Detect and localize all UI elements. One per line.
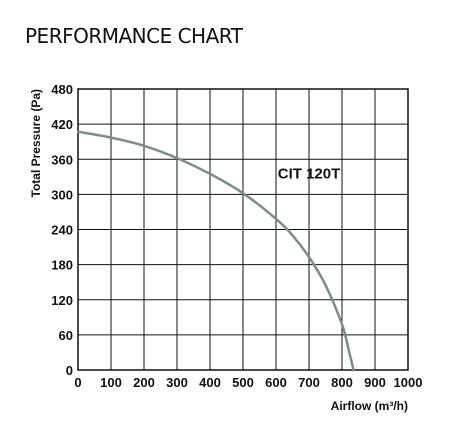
x-tick-label: 100	[100, 375, 122, 390]
x-tick-label: 600	[265, 375, 287, 390]
y-tick-label: 480	[51, 82, 73, 97]
y-axis-label: Total Pressure (Pa)	[29, 89, 43, 197]
curve-label: CIT 120T	[278, 166, 341, 183]
x-tick-label: 700	[298, 375, 320, 390]
x-tick-label: 0	[74, 375, 81, 390]
plot-frame	[77, 88, 409, 371]
y-tick-label: 180	[51, 258, 73, 273]
y-tick-labels: 0 60 120 180 240 300 360 420 480	[51, 82, 73, 378]
chart-grid	[78, 89, 408, 370]
x-tick-label: 200	[133, 375, 155, 390]
x-tick-label: 300	[166, 375, 188, 390]
y-tick-label: 240	[51, 223, 73, 238]
y-tick-label: 0	[66, 363, 73, 378]
annotations-group: CIT 120T	[278, 166, 341, 183]
series-line	[76, 130, 355, 372]
x-tick-label: 900	[364, 375, 386, 390]
x-tick-labels: 0 100 200 300 400 500 600 700 800 900 1000	[74, 375, 422, 390]
y-tick-label: 60	[59, 328, 73, 343]
x-tick-label: 800	[331, 375, 353, 390]
x-tick-label: 1000	[394, 375, 423, 390]
series-group	[76, 130, 355, 372]
chart-title: PERFORMANCE CHART	[25, 24, 243, 48]
y-tick-label: 360	[51, 152, 73, 167]
y-tick-label: 300	[51, 187, 73, 202]
x-tick-label: 500	[232, 375, 254, 390]
y-tick-label: 120	[51, 293, 73, 308]
x-axis-label: Airflow (m³/h)	[331, 399, 408, 413]
y-tick-label: 420	[51, 117, 73, 132]
x-tick-label: 400	[199, 375, 221, 390]
